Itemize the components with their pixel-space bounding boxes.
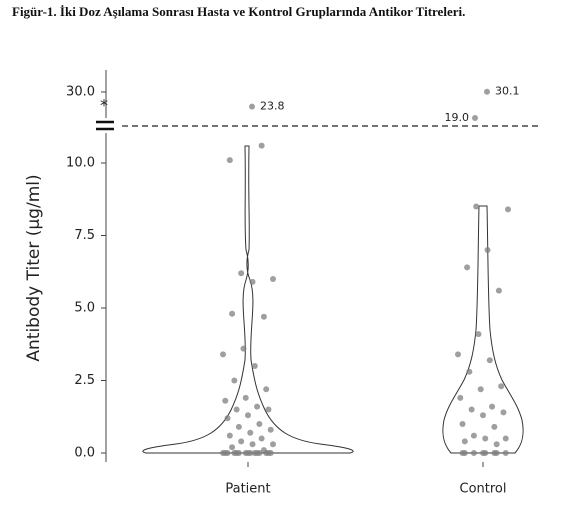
data-point: [235, 450, 242, 456]
data-point: [258, 435, 265, 442]
data-point: [482, 435, 489, 442]
data-point: [226, 157, 233, 164]
data-point: [245, 412, 251, 419]
data-point: [491, 423, 498, 430]
data-point: [475, 331, 482, 338]
data-point: [249, 278, 256, 285]
data-point: [495, 287, 502, 294]
data-point: [500, 409, 507, 416]
outlier-label: 19.0: [445, 111, 470, 124]
data-point: [224, 415, 231, 422]
chart-title: Figür-1. İki Doz Aşılama Sonrası Hasta v…: [12, 4, 466, 19]
data-point: [256, 421, 263, 427]
data-point: [505, 206, 511, 213]
violin-control: [442, 205, 524, 454]
data-point: [263, 386, 270, 393]
data-point: [455, 351, 461, 358]
data-point: [242, 394, 249, 401]
y-tick-label: 7.5: [74, 228, 95, 243]
data-point: [459, 421, 466, 427]
data-point: [498, 383, 505, 390]
data-point: [258, 142, 265, 149]
data-point: [493, 450, 500, 456]
data-point: [502, 435, 509, 442]
data-point: [247, 450, 254, 456]
data-point: [251, 363, 258, 369]
outlier-point: [484, 88, 490, 95]
data-point: [254, 403, 261, 410]
data-point: [238, 270, 245, 277]
data-point: [222, 397, 229, 404]
data-point: [238, 438, 245, 445]
data-point: [484, 247, 491, 253]
data-point: [226, 432, 233, 439]
data-point: [480, 412, 486, 419]
data-point: [224, 450, 231, 456]
data-point: [235, 423, 242, 430]
x-tick-label: Patient: [225, 482, 270, 497]
data-point: [473, 203, 480, 210]
y-tick-label: 0.0: [74, 446, 95, 461]
data-point: [247, 429, 254, 436]
data-point: [240, 345, 247, 352]
data-point: [233, 406, 240, 413]
data-point: [461, 450, 468, 456]
outlier-point: [472, 114, 478, 121]
data-point: [461, 438, 468, 445]
data-point: [482, 450, 489, 456]
data-point: [486, 357, 493, 364]
data-point: [470, 432, 477, 439]
data-point: [231, 377, 238, 384]
annotation: *: [100, 96, 108, 115]
data-point: [229, 310, 236, 317]
violin-patient: [142, 145, 354, 454]
outlier-label: 23.8: [260, 100, 285, 113]
data-point: [229, 444, 236, 451]
x-tick-label: Control: [460, 482, 507, 497]
outlier-point: [249, 103, 255, 110]
data-point: [265, 406, 272, 413]
y-tick-label: 10.0: [66, 156, 95, 171]
data-point: [489, 403, 496, 410]
outlier-label: 30.1: [495, 85, 520, 98]
data-point: [270, 276, 276, 282]
data-point: [470, 450, 477, 456]
y-axis-label: Antibody Titer (µg/ml): [24, 174, 44, 361]
data-point: [502, 450, 509, 456]
data-point: [260, 447, 267, 454]
y-tick-label: 30.0: [66, 84, 95, 99]
data-point: [457, 394, 464, 401]
y-tick-label: 2.5: [74, 373, 95, 388]
data-point: [270, 441, 276, 448]
data-point: [256, 450, 263, 456]
data-point: [249, 441, 256, 448]
data-point: [267, 426, 274, 433]
data-point: [267, 450, 274, 456]
y-tick-label: 5.0: [74, 301, 95, 316]
data-point: [220, 351, 226, 358]
data-point: [493, 441, 500, 448]
data-point: [477, 386, 484, 393]
data-point: [260, 313, 267, 320]
data-point: [464, 264, 471, 271]
data-point: [466, 368, 473, 375]
data-point: [468, 406, 475, 413]
